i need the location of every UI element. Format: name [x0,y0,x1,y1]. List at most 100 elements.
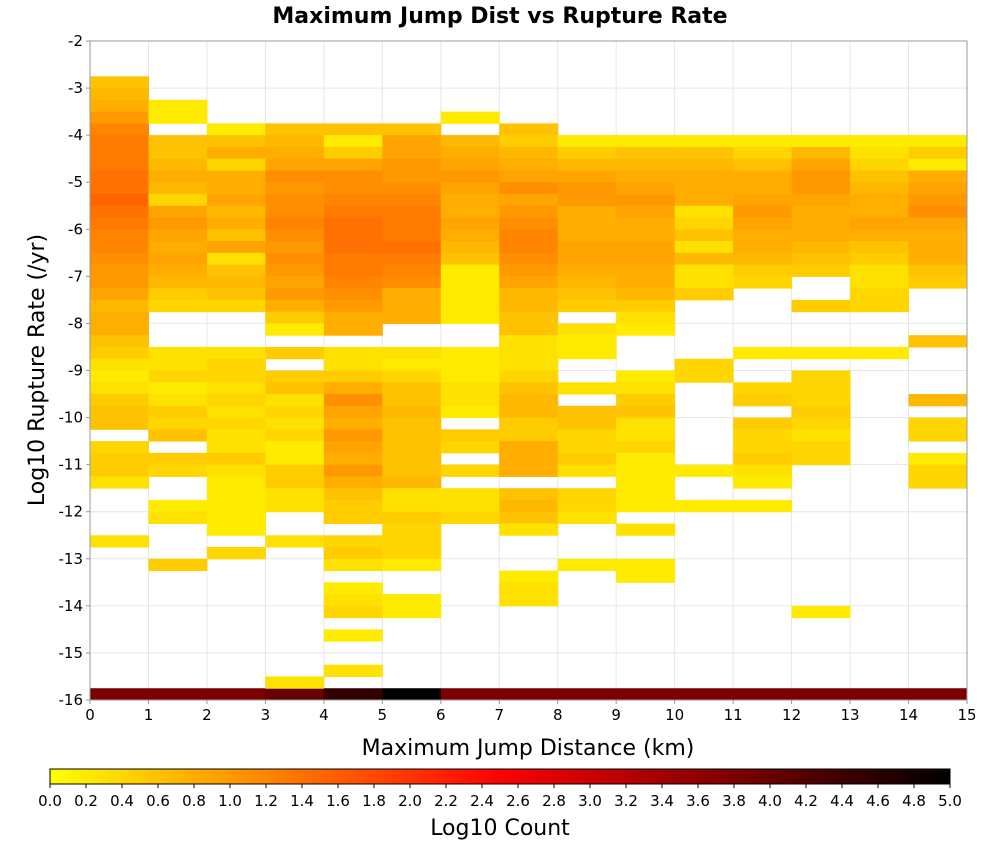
colorbar-tick-label: 3.6 [686,792,710,810]
heatmap-cell [206,358,266,371]
heatmap-cell [265,535,325,548]
heatmap-cell [382,523,442,536]
heatmap-cell [206,288,266,301]
x-tick-label: 6 [436,706,446,724]
heatmap-cell [557,229,617,242]
heatmap-cell [382,547,442,560]
heatmap-cell [733,217,793,230]
heatmap-cell [206,170,266,183]
x-tick-label: 14 [899,706,918,724]
x-tick-label: 3 [261,706,271,724]
heatmap-cell [499,299,559,313]
heatmap-cell [265,158,325,171]
heatmap-cell [733,417,793,430]
heatmap-cell [206,488,266,501]
heatmap-cell [908,170,968,183]
heatmap-cell [791,264,851,277]
colorbar-tick-label: 2.8 [542,792,566,810]
heatmap-cell [90,76,149,89]
heatmap-cell [90,205,149,219]
heatmap-cell [382,594,442,607]
heatmap-cell [616,241,676,254]
heatmap-cell [674,276,734,289]
heatmap-cell [557,276,617,289]
heatmap-cell [850,193,910,207]
heatmap-cell [616,488,676,501]
heatmap-cell [440,358,500,371]
heatmap-cell [616,417,676,430]
heatmap-cell [323,358,383,371]
heatmap-cell [382,205,442,219]
heatmap-cell [791,452,851,466]
heatmap-cell [206,229,266,242]
heatmap-cell [908,264,968,277]
heatmap-cell [206,464,266,477]
heatmap-cell [206,382,266,395]
heatmap-cell [616,558,676,572]
heatmap-cell [206,499,266,513]
heatmap-cell [90,535,149,548]
heatmap-cell [440,299,500,313]
heatmap-cell [616,394,676,407]
heatmap-cell [265,382,325,395]
heatmap-cell [616,182,676,195]
heatmap-cell [908,229,968,242]
heatmap-cell [674,499,734,513]
heatmap-cell [206,182,266,195]
heatmap-cell [382,241,442,254]
heatmap-cell [148,346,208,360]
heatmap-cell [733,429,793,442]
heatmap-cell [557,429,617,442]
heatmap-cell [674,217,734,230]
heatmap-cell [850,241,910,254]
colorbar-tick-label: 5.0 [938,792,962,810]
heatmap-cell [499,276,559,289]
colorbar-tick-label: 3.0 [578,792,602,810]
heatmap-cell [90,264,149,277]
heatmap-cell [323,405,383,419]
heatmap-cell [908,252,968,266]
chart-title: Maximum Jump Dist vs Rupture Rate [272,4,727,29]
heatmap-cell [323,158,383,171]
heatmap-cell [440,511,500,524]
heatmap-cell [90,417,149,430]
heatmap-cell [440,499,500,513]
heatmap-cell [733,276,793,289]
heatmap-cell [265,217,325,230]
heatmap-cell [733,229,793,242]
heatmap-cell [850,346,910,360]
heatmap-cell [850,288,910,301]
heatmap-cell [206,441,266,454]
heatmap-cell [382,558,442,572]
heatmap-cell [440,346,500,360]
heatmap-cell [206,217,266,230]
heatmap-cell [265,441,325,454]
x-tick-label: 12 [782,706,801,724]
heatmap-cell [557,170,617,183]
heatmap-cell [674,264,734,277]
heatmap-cell [90,111,149,124]
heatmap-cell [440,146,500,160]
heatmap-cell [148,299,208,313]
heatmap-cell [206,452,266,466]
heatmap-cell [850,276,910,289]
heatmap-cell [382,358,442,371]
heatmap-cell [791,229,851,242]
heatmap-cell [908,146,968,160]
heatmap-cell [323,441,383,454]
heatmap-cell [206,511,266,524]
heatmap-cell [557,217,617,230]
heatmap-cell [382,441,442,454]
heatmap-cell [908,476,968,489]
heatmap-cell [557,558,617,572]
heatmap-cell [616,193,676,207]
heatmap-cell [265,688,325,701]
colorbar-tick-label: 0.6 [146,792,170,810]
colorbar-tick-label: 2.4 [470,792,494,810]
heatmap-cell [323,205,383,219]
heatmap-cell [382,370,442,383]
heatmap-cell [90,358,149,371]
heatmap-cell [499,205,559,219]
x-tick-label: 0 [85,706,95,724]
y-tick-label: -12 [59,503,84,521]
